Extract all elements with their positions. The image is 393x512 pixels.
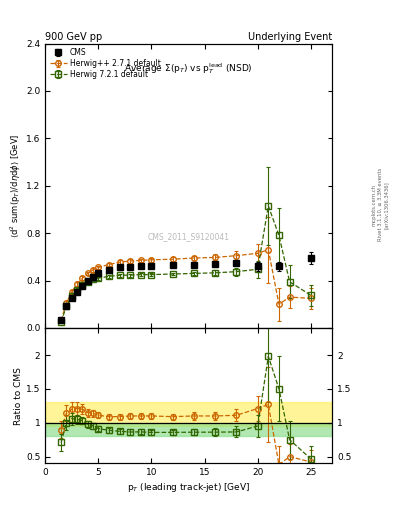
Y-axis label: $\langle$d$^2$ sum(p$_T$)/d$\eta$d$\phi\rangle$ [GeV]: $\langle$d$^2$ sum(p$_T$)/d$\eta$d$\phi\… bbox=[9, 134, 23, 238]
Legend: CMS, Herwig++ 2.7.1 default, Herwig 7.2.1 default: CMS, Herwig++ 2.7.1 default, Herwig 7.2.… bbox=[48, 46, 163, 81]
Y-axis label: Ratio to CMS: Ratio to CMS bbox=[14, 367, 23, 424]
Text: [arXiv:1306.3436]: [arXiv:1306.3436] bbox=[384, 181, 389, 229]
Text: mcplots.cern.ch: mcplots.cern.ch bbox=[372, 184, 376, 226]
Text: Underlying Event: Underlying Event bbox=[248, 32, 332, 42]
Text: Rivet 3.1.10, ≥ 3.3M events: Rivet 3.1.10, ≥ 3.3M events bbox=[378, 168, 383, 242]
Text: CMS_2011_S9120041: CMS_2011_S9120041 bbox=[148, 232, 230, 242]
Text: Average $\Sigma$(p$_T$) vs p$_T^{\rm lead}$ (NSD): Average $\Sigma$(p$_T$) vs p$_T^{\rm lea… bbox=[124, 60, 253, 75]
Text: 900 GeV pp: 900 GeV pp bbox=[45, 32, 103, 42]
X-axis label: p$_T$ (leading track-jet) [GeV]: p$_T$ (leading track-jet) [GeV] bbox=[127, 481, 250, 495]
